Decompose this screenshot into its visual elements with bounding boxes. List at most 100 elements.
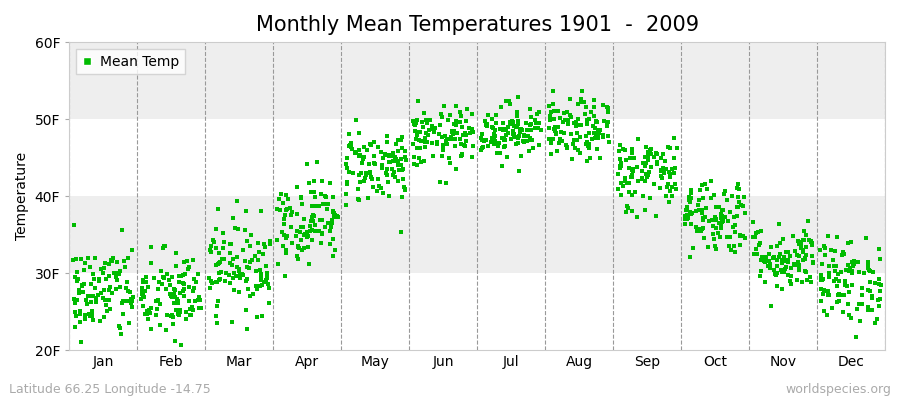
Point [171,298,185,304]
Point [459,118,473,124]
Point [754,268,769,274]
Point [805,253,819,260]
Point [827,278,842,284]
Point [261,300,275,306]
Point [644,146,658,152]
Point [662,143,676,150]
Point [865,292,879,299]
Point [116,298,130,304]
Point [696,225,710,231]
Point [657,157,671,164]
Point [873,256,887,262]
Point [176,288,191,294]
Point [153,300,167,307]
Point [465,143,480,149]
Point [491,142,505,149]
Point [560,144,574,150]
Point [466,129,481,135]
Point [151,278,166,285]
Point [193,305,207,311]
Point [87,285,102,291]
Point [832,290,846,297]
Point [348,149,363,155]
Point [393,156,408,162]
Point [82,311,96,318]
Point [650,158,664,165]
Point [521,133,535,139]
Point [479,136,493,143]
Point [326,208,340,215]
Point [386,172,400,178]
Point [160,312,175,318]
Point [707,242,722,249]
Point [504,136,518,142]
Point [428,125,442,132]
Point [391,148,405,154]
Point [692,207,706,213]
Point [418,139,432,145]
Point [262,285,276,291]
Point [260,271,274,278]
Point [339,179,354,185]
Point [704,194,718,201]
Point [242,259,256,266]
Point [351,152,365,159]
Point [439,136,454,142]
Point [790,259,805,266]
Point [706,236,721,242]
Point [276,242,291,249]
Point [292,245,306,252]
Point [569,123,583,129]
Point [751,228,765,235]
Point [869,316,884,322]
Point [862,288,877,294]
Point [682,194,697,200]
Point [166,321,180,328]
Point [714,223,728,229]
Point [738,235,752,242]
Point [496,127,510,134]
Point [548,124,562,130]
Point [627,188,642,195]
Point [454,153,468,159]
Point [448,122,463,128]
Point [806,260,821,266]
Point [588,125,602,131]
Point [325,236,339,242]
Point [709,216,724,222]
Point [545,101,560,107]
Point [553,136,567,142]
Point [835,309,850,315]
Point [762,258,777,264]
Point [309,203,323,209]
Point [454,151,469,158]
Point [305,237,320,244]
Point [767,266,781,273]
Point [85,308,99,314]
Point [649,150,663,156]
Point [361,195,375,201]
Point [613,165,627,171]
Point [792,262,806,268]
Point [460,106,474,112]
Point [291,243,305,250]
Point [104,290,119,296]
Point [748,234,762,240]
Point [680,212,694,218]
Point [770,270,785,276]
Point [492,126,507,133]
Point [695,209,709,216]
Point [212,260,226,266]
Point [355,160,369,166]
Point [230,198,244,204]
Point [125,247,140,254]
Point [549,131,563,137]
Point [650,160,664,167]
Point [379,170,393,176]
Point [557,109,572,116]
Point [448,142,463,149]
Point [359,147,374,153]
Point [637,163,652,169]
Point [589,130,603,137]
Point [507,133,521,140]
